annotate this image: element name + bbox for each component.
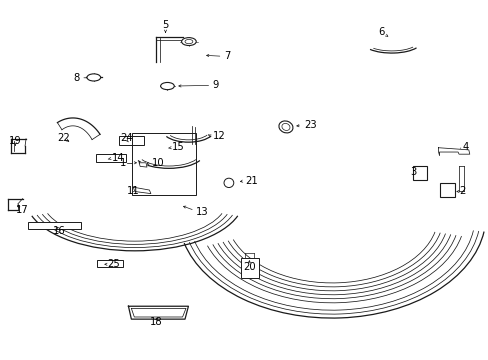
Text: 12: 12 [212,131,225,141]
Text: 24: 24 [120,133,133,143]
Polygon shape [133,187,151,194]
Text: 21: 21 [245,176,258,186]
Text: 1: 1 [120,158,126,168]
Ellipse shape [224,178,233,188]
Text: 9: 9 [212,80,219,90]
Bar [119,135,144,145]
Text: 10: 10 [152,158,164,168]
Text: 25: 25 [107,259,120,269]
Text: 15: 15 [172,142,184,152]
Text: 19: 19 [9,136,21,145]
Text: 8: 8 [73,73,80,83]
Text: 5: 5 [162,20,168,30]
Ellipse shape [184,40,192,44]
Text: 20: 20 [243,262,255,272]
Bar [97,260,122,267]
Ellipse shape [278,121,292,133]
Ellipse shape [181,38,196,45]
Polygon shape [128,306,188,319]
Ellipse shape [160,82,174,90]
Bar [132,134,195,195]
Text: 3: 3 [409,167,416,177]
Text: 2: 2 [458,186,465,197]
Polygon shape [438,148,469,156]
Text: 4: 4 [462,142,468,152]
Text: 11: 11 [126,186,139,197]
Ellipse shape [87,74,101,81]
Text: 6: 6 [377,27,384,37]
Text: 18: 18 [149,317,162,327]
Text: 7: 7 [224,51,230,61]
Polygon shape [139,163,147,167]
Text: 16: 16 [53,226,65,236]
Bar [240,258,259,278]
Text: 17: 17 [16,206,28,216]
Text: 22: 22 [58,133,70,143]
Text: 13: 13 [195,207,208,217]
Bar [439,183,454,197]
Ellipse shape [282,123,289,130]
Text: 23: 23 [304,121,316,130]
Bar [27,222,81,229]
Bar [96,154,126,162]
Bar [412,166,427,180]
Text: 14: 14 [112,153,124,163]
